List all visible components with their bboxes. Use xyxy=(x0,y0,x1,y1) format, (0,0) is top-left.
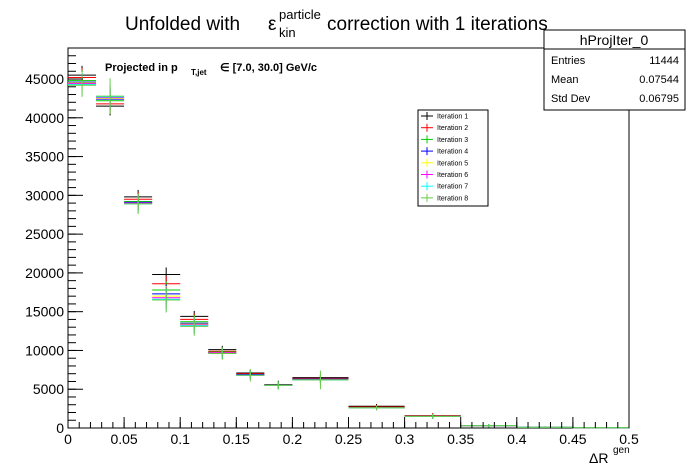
y-tick-label: 20000 xyxy=(25,265,64,281)
title-superscript: particle xyxy=(279,7,321,22)
series-iteration-1 xyxy=(68,65,629,429)
projection-annotation: Projected in p T,jet ∈ [7.0, 30.0] GeV/c xyxy=(105,62,317,77)
stats-entries-value: 11444 xyxy=(649,55,679,67)
y-tick-label: 40000 xyxy=(25,110,64,126)
legend-label: Iteration 8 xyxy=(437,195,468,202)
title-epsilon: ε xyxy=(268,14,277,35)
y-tick-label: 0 xyxy=(56,420,64,436)
legend-entry: Iteration 4 xyxy=(421,147,468,156)
series-iteration-2 xyxy=(68,68,629,429)
legend-label: Iteration 3 xyxy=(437,137,468,144)
annotation-prefix: Projected in p xyxy=(105,62,178,74)
x-label-main: ΔR xyxy=(589,450,608,466)
y-tick-label: 15000 xyxy=(25,304,64,320)
x-tick-label: 0.4 xyxy=(507,431,527,447)
series-iteration-7 xyxy=(68,72,629,429)
series-iteration-5 xyxy=(68,72,629,429)
legend-label: Iteration 2 xyxy=(437,125,468,132)
x-tick-label: 0.25 xyxy=(335,431,362,447)
stats-box-title: hProjIter_0 xyxy=(580,32,649,48)
y-tick-label: 25000 xyxy=(25,226,64,242)
x-tick-label: 0.45 xyxy=(559,431,586,447)
legend-label: Iteration 7 xyxy=(437,184,468,191)
title-subscript: kin xyxy=(279,25,296,40)
title-suffix: correction with 1 iterations xyxy=(327,14,548,35)
x-tick-label: 0.5 xyxy=(619,431,639,447)
legend: Iteration 1 Iteration 2 Iteration 3 Iterati… xyxy=(417,109,489,207)
series-iteration-6 xyxy=(68,72,629,429)
chart-title: Unfolded with ε particle kin correction … xyxy=(125,7,548,40)
y-tick-label: 45000 xyxy=(25,71,64,87)
x-tick-label: 0.35 xyxy=(447,431,474,447)
x-tick-label: 0.1 xyxy=(170,431,190,447)
legend-label: Iteration 6 xyxy=(437,172,468,179)
legend-entry: Iteration 7 xyxy=(421,182,468,191)
annotation-subscript: T,jet xyxy=(191,68,207,77)
legend-label: Iteration 1 xyxy=(437,114,468,121)
legend-entry: Iteration 5 xyxy=(421,158,468,167)
y-tick-label: 10000 xyxy=(25,342,64,358)
histogram-series xyxy=(68,65,629,429)
annotation-suffix: ∈ [7.0, 30.0] GeV/c xyxy=(220,62,317,74)
legend-label: Iteration 5 xyxy=(437,160,468,167)
legend-label: Iteration 4 xyxy=(437,149,468,156)
legend-entry: Iteration 1 xyxy=(421,112,468,121)
series-iteration-4 xyxy=(68,72,629,429)
legend-entry: Iteration 8 xyxy=(421,193,468,202)
series-iteration-3 xyxy=(68,70,629,429)
x-tick-label: 0 xyxy=(64,431,72,447)
x-tick-label: 0.2 xyxy=(283,431,303,447)
stats-stddev-label: Std Dev xyxy=(551,93,591,105)
series-iteration-8 xyxy=(68,73,629,429)
stats-box: hProjIter_0 Entries 11444 Mean 0.07544 S… xyxy=(543,29,686,111)
x-label-sup: gen xyxy=(613,445,630,456)
stats-mean-value: 0.07544 xyxy=(639,74,679,86)
legend-entry: Iteration 6 xyxy=(421,170,468,179)
x-tick-label: 0.15 xyxy=(223,431,250,447)
legend-entry: Iteration 2 xyxy=(421,123,468,132)
y-tick-label: 35000 xyxy=(25,149,64,165)
stats-mean-label: Mean xyxy=(551,74,579,86)
x-axis-label: ΔR gen xyxy=(589,445,630,466)
y-tick-label: 5000 xyxy=(33,381,64,397)
legend-box xyxy=(417,109,489,207)
y-tick-label: 30000 xyxy=(25,187,64,203)
stats-entries-label: Entries xyxy=(551,55,586,67)
x-tick-label: 0.3 xyxy=(395,431,415,447)
legend-entry: Iteration 3 xyxy=(421,135,468,144)
title-prefix: Unfolded with xyxy=(125,14,240,35)
x-tick-label: 0.05 xyxy=(110,431,137,447)
stats-stddev-value: 0.06795 xyxy=(639,93,679,105)
stats-box-frame xyxy=(543,29,686,111)
axes: 0 0.05 0.1 0.15 0.2 0.25 0.3 0.35 0.4 0.45 0.5 0 500… xyxy=(25,47,639,447)
